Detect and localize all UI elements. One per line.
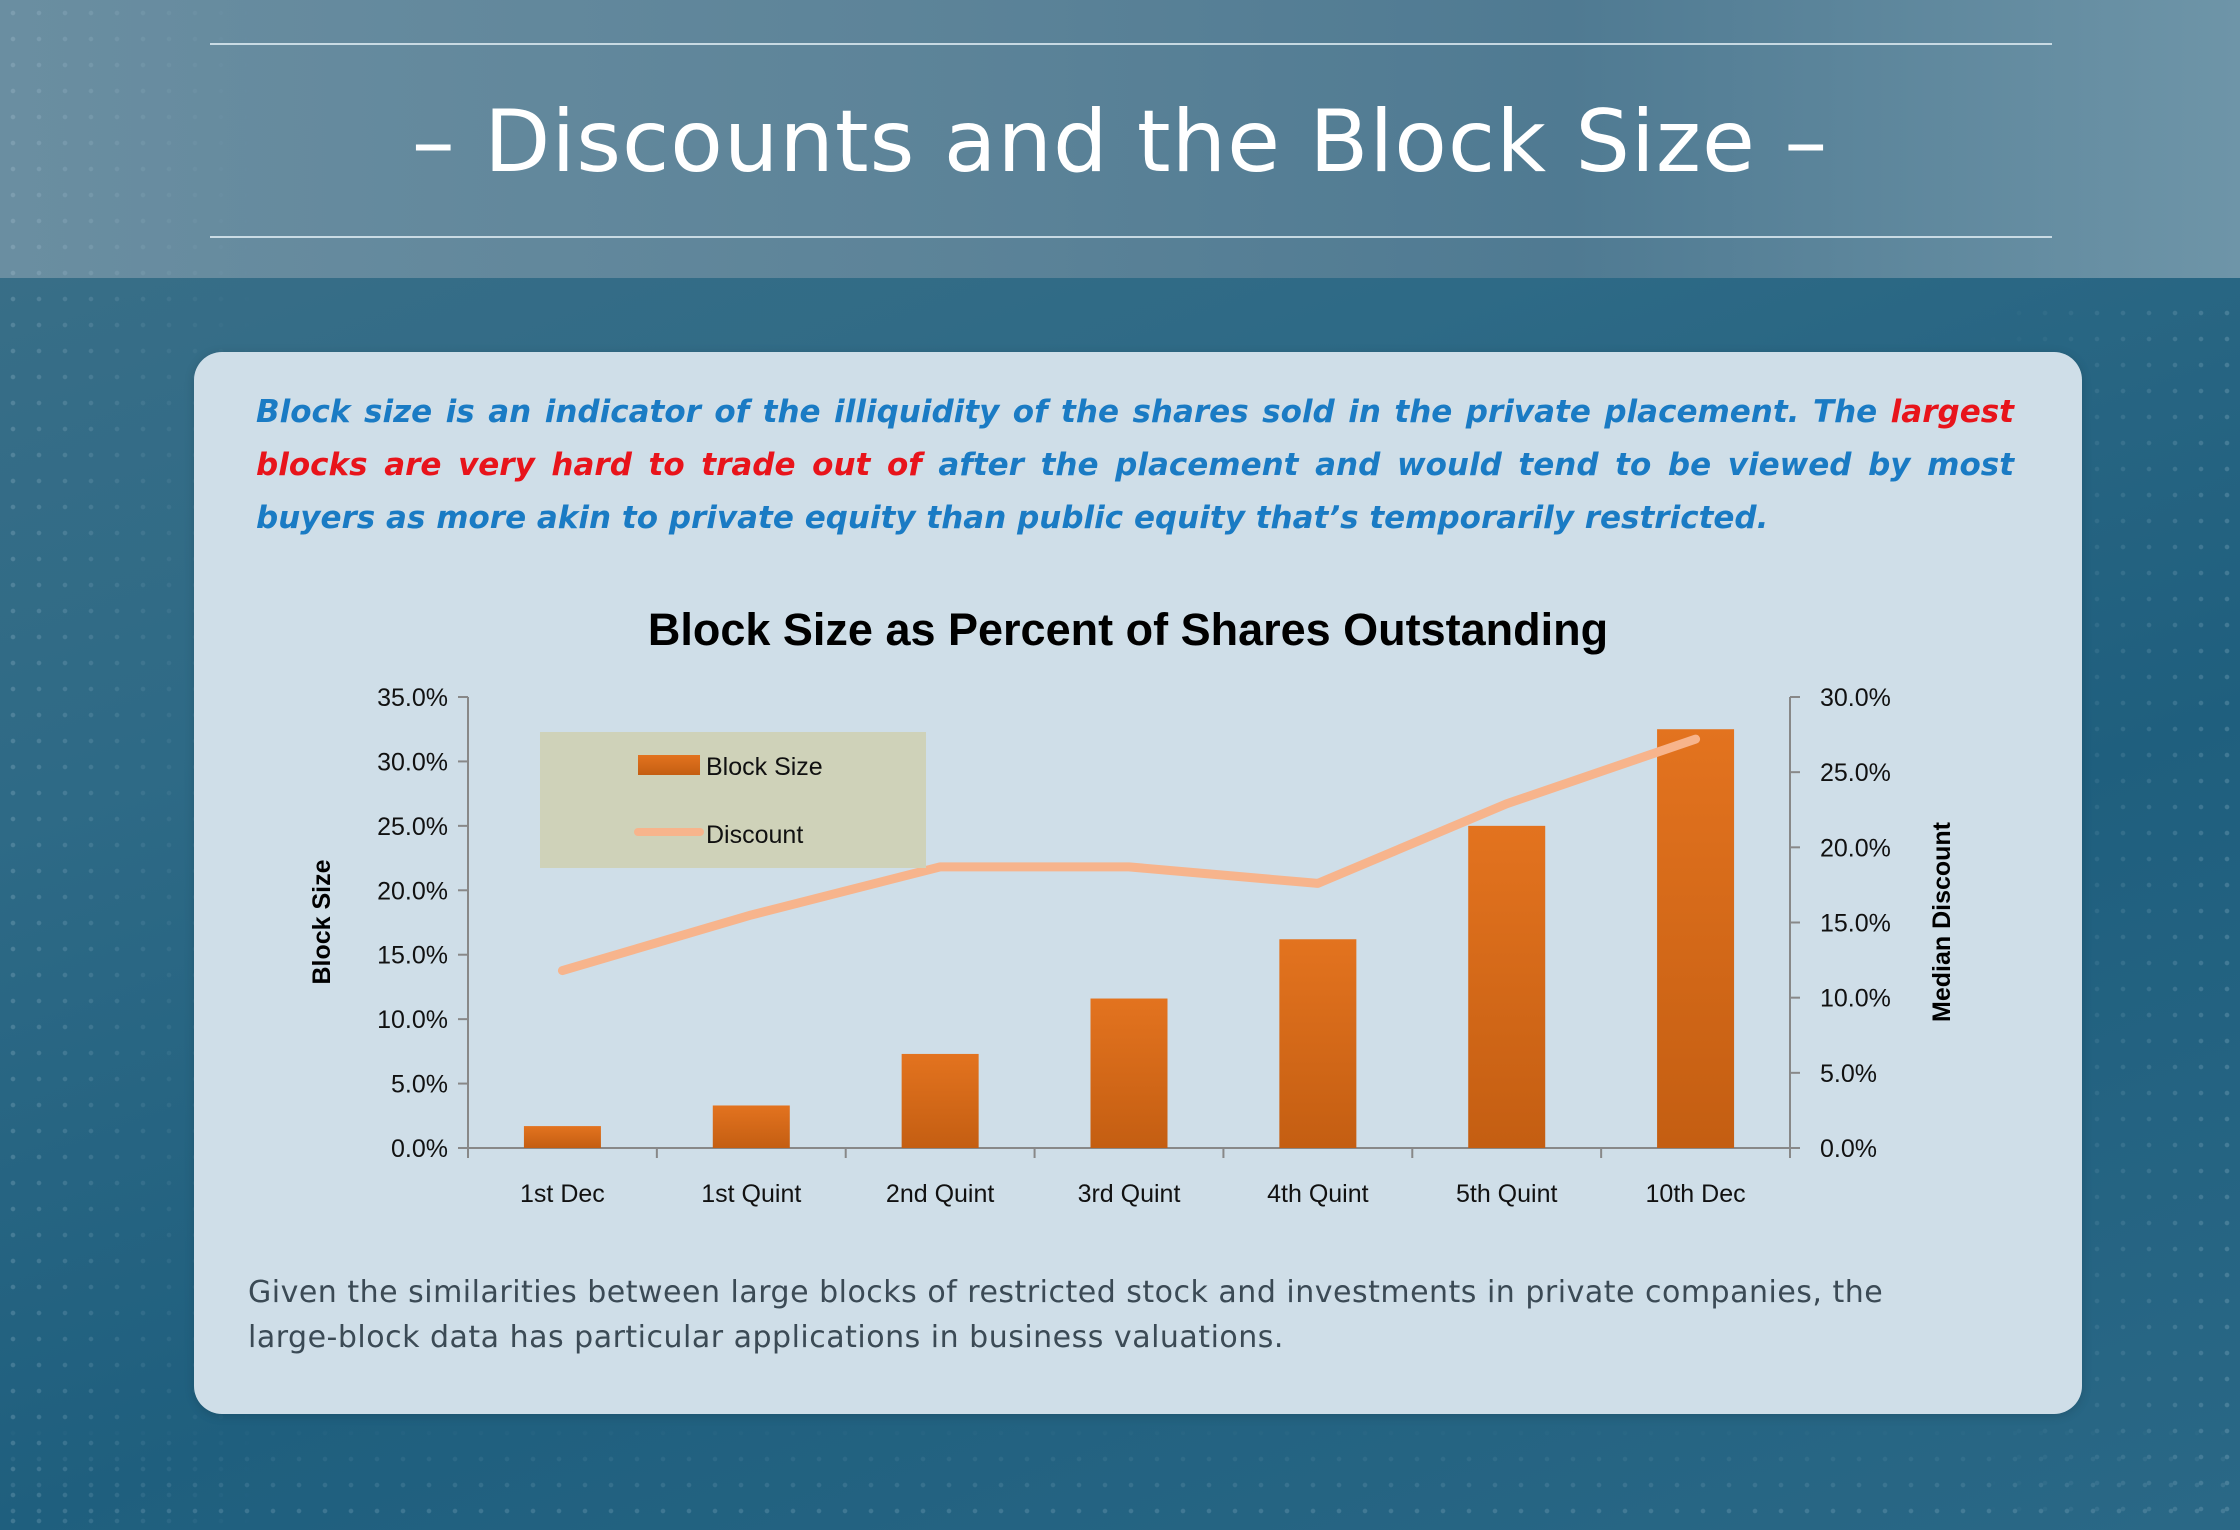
dot-pattern-bottom	[0, 1420, 2240, 1530]
y-tick-label: 35.0%	[377, 684, 448, 712]
bar	[712, 1105, 790, 1148]
intro-text-start: Block size is an indicator of the illiqu…	[256, 394, 1891, 430]
bar	[1090, 998, 1168, 1148]
intro-paragraph: Block size is an indicator of the illiqu…	[256, 386, 2014, 545]
y-tick-label: 15.0%	[377, 942, 448, 970]
x-tick-label: 4th Quint	[1267, 1180, 1369, 1208]
x-tick-label: 1st Dec	[520, 1180, 605, 1208]
y2-tick-label: 30.0%	[1820, 684, 1891, 712]
y-axis-label: Block Size	[308, 859, 336, 984]
intro-highlight: largest blocks are very hard to trade ou…	[256, 394, 2014, 483]
y2-tick-label: 25.0%	[1820, 759, 1891, 787]
y-tick-label: 20.0%	[377, 877, 448, 905]
legend-bar-swatch	[638, 755, 700, 775]
x-tick-label: 2nd Quint	[886, 1180, 994, 1208]
x-tick-label: 3rd Quint	[1078, 1180, 1181, 1208]
bar	[1279, 939, 1357, 1148]
y-tick-label: 25.0%	[377, 813, 448, 841]
x-tick-label: 10th Dec	[1646, 1180, 1746, 1208]
y-tick-label: 10.0%	[377, 1006, 448, 1034]
title-rule-bottom	[210, 236, 2052, 238]
bar-series	[523, 729, 1735, 1148]
bar	[1468, 825, 1546, 1148]
intro-text-end: after the placement and would tend to be…	[256, 447, 2015, 536]
title-rule-top	[210, 43, 2052, 45]
legend-box	[540, 732, 926, 868]
y2-tick-label: 10.0%	[1820, 985, 1891, 1013]
bar	[523, 1126, 601, 1148]
chart-legend: Block Size Discount	[540, 732, 926, 868]
footer-paragraph: Given the similarities between large blo…	[248, 1275, 1884, 1355]
chart-axes: 0.0% 5.0% 10.0% 15.0% 20.0% 25.0% 30.0% 35.0% 0.…	[377, 684, 1891, 1208]
slide-title: – Discounts and the Block Size –	[411, 92, 1829, 192]
y2-tick-label: 20.0%	[1820, 834, 1891, 862]
bar	[1657, 729, 1735, 1148]
chart-title: Block Size as Percent of Shares Outstand…	[648, 604, 1608, 655]
legend-bar-label: Block Size	[706, 753, 823, 781]
content-panel	[194, 352, 2082, 1414]
y-tick-label: 0.0%	[391, 1135, 448, 1163]
legend-line-label: Discount	[706, 821, 803, 849]
y2-axis-label: Median Discount	[1928, 821, 1956, 1022]
line-series	[557, 734, 1701, 976]
bar	[901, 1053, 979, 1148]
x-tick-label: 1st Quint	[701, 1180, 801, 1208]
y-tick-label: 30.0%	[377, 748, 448, 776]
y2-tick-label: 0.0%	[1820, 1135, 1877, 1163]
y-tick-label: 5.0%	[391, 1071, 448, 1099]
header-band	[0, 0, 2240, 278]
x-tick-label: 5th Quint	[1456, 1180, 1558, 1208]
discount-line	[557, 734, 1701, 976]
y2-tick-label: 15.0%	[1820, 910, 1891, 938]
y2-tick-label: 5.0%	[1820, 1060, 1877, 1088]
